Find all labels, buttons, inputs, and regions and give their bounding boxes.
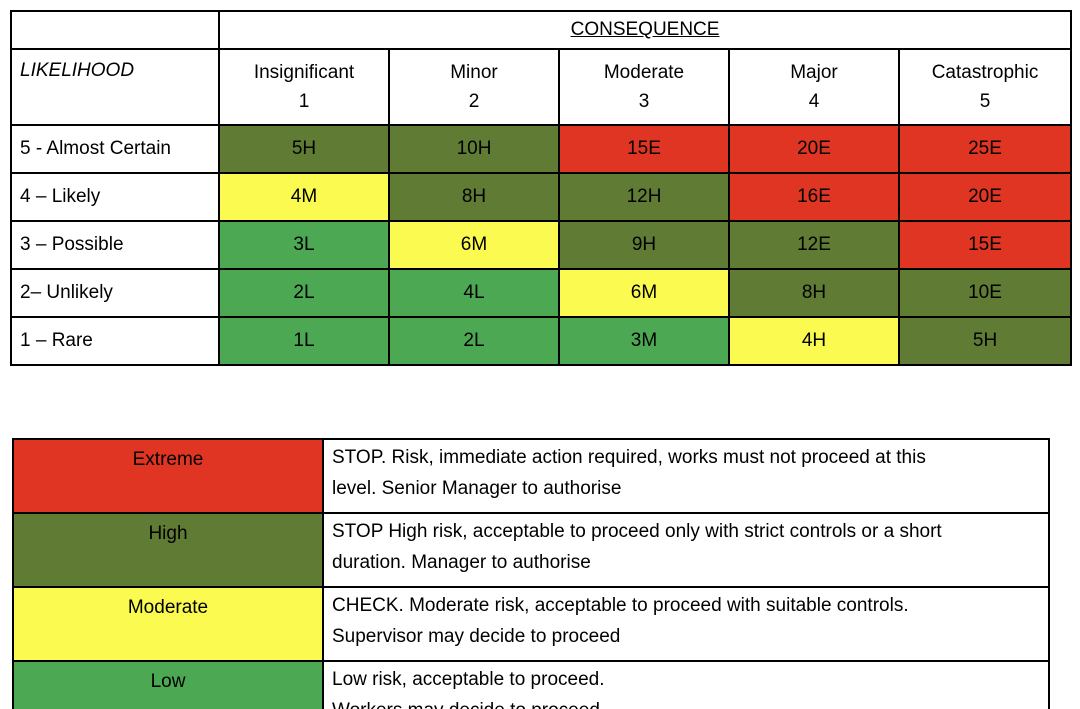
matrix-cell: 16E <box>728 172 900 222</box>
matrix-cell: 3M <box>558 316 730 366</box>
matrix-cell: 4H <box>728 316 900 366</box>
matrix-cell: 1L <box>218 316 390 366</box>
legend-description: Low risk, acceptable to proceed. Workers… <box>322 660 1050 709</box>
matrix-cell: 25E <box>897 124 1073 174</box>
legend-description: STOP. Risk, immediate action required, w… <box>322 438 1050 514</box>
legend-description-line: CHECK. Moderate risk, acceptable to proc… <box>332 595 909 616</box>
column-label: Moderate <box>603 62 685 83</box>
matrix-row-rare: 1 – Rare 1L 2L 3M 4H 5H <box>10 316 1073 366</box>
consequence-column-header-2: Minor 2 <box>388 48 560 126</box>
matrix-row-likely: 4 – Likely 4M 8H 12H 16E 20E <box>10 172 1073 222</box>
legend-description: CHECK. Moderate risk, acceptable to proc… <box>322 586 1050 662</box>
legend-description-line: STOP High risk, acceptable to proceed on… <box>332 521 942 542</box>
column-number: 1 <box>298 91 310 112</box>
matrix-cell: 6M <box>558 268 730 318</box>
legend-description-line: Workers may decide to proceed <box>332 695 1040 709</box>
consequence-header: CONSEQUENCE <box>217 10 1073 50</box>
legend-description: STOP High risk, acceptable to proceed on… <box>322 512 1050 588</box>
legend-description-line: Low risk, acceptable to proceed. <box>332 669 605 690</box>
matrix-cell: 12E <box>728 220 900 270</box>
matrix-cell: 4M <box>218 172 390 222</box>
consequence-column-header-3: Moderate 3 <box>558 48 730 126</box>
matrix-cell: 15E <box>897 220 1073 270</box>
column-number: 4 <box>808 91 820 112</box>
legend-color-label: High <box>12 512 324 588</box>
legend-color-label: Moderate <box>12 586 324 662</box>
matrix-cell: 9H <box>558 220 730 270</box>
consequence-column-header-4: Major 4 <box>728 48 900 126</box>
column-label: Major <box>790 62 838 83</box>
legend-row-high: High STOP High risk, acceptable to proce… <box>12 512 1050 588</box>
risk-legend-table: Extreme STOP. Risk, immediate action req… <box>12 438 1050 709</box>
matrix-cell: 10H <box>388 124 560 174</box>
empty-corner-cell <box>10 10 220 50</box>
matrix-cell: 10E <box>897 268 1073 318</box>
consequence-column-header-1: Insignificant 1 <box>218 48 390 126</box>
consequence-column-header-5: Catastrophic 5 <box>897 48 1073 126</box>
matrix-cell: 4L <box>388 268 560 318</box>
legend-description-line: duration. Manager to authorise <box>332 552 591 573</box>
likelihood-row-label: 2– Unlikely <box>10 268 220 318</box>
matrix-cell: 2L <box>218 268 390 318</box>
legend-description-line: STOP. Risk, immediate action required, w… <box>332 447 926 468</box>
matrix-cell: 15E <box>558 124 730 174</box>
matrix-row-almost-certain: 5 - Almost Certain 5H 10H 15E 20E 25E <box>10 124 1073 174</box>
column-label: Catastrophic <box>931 62 1039 83</box>
matrix-cell: 20E <box>897 172 1073 222</box>
matrix-cell: 3L <box>218 220 390 270</box>
likelihood-row-label: 3 – Possible <box>10 220 220 270</box>
matrix-cell: 2L <box>388 316 560 366</box>
matrix-cell: 12H <box>558 172 730 222</box>
legend-row-moderate: Moderate CHECK. Moderate risk, acceptabl… <box>12 586 1050 662</box>
legend-color-label: Low <box>12 660 324 709</box>
likelihood-row-label: 1 – Rare <box>10 316 220 366</box>
likelihood-row-label: 5 - Almost Certain <box>10 124 220 174</box>
legend-row-extreme: Extreme STOP. Risk, immediate action req… <box>12 438 1050 514</box>
column-number: 5 <box>979 91 991 112</box>
risk-matrix-table: CONSEQUENCE LIKELIHOOD Insignificant 1 M… <box>10 10 1073 366</box>
likelihood-row-label: 4 – Likely <box>10 172 220 222</box>
matrix-cell: 5H <box>897 316 1073 366</box>
matrix-cell: 8H <box>728 268 900 318</box>
matrix-row-possible: 3 – Possible 3L 6M 9H 12E 15E <box>10 220 1073 270</box>
legend-description-line: Supervisor may decide to proceed <box>332 626 621 647</box>
consequence-header-text: CONSEQUENCE <box>570 19 720 40</box>
column-number: 3 <box>638 91 650 112</box>
legend-description-line: level. Senior Manager to authorise <box>332 478 622 499</box>
column-number: 2 <box>468 91 480 112</box>
matrix-cell: 5H <box>218 124 390 174</box>
matrix-cell: 8H <box>388 172 560 222</box>
matrix-row-unlikely: 2– Unlikely 2L 4L 6M 8H 10E <box>10 268 1073 318</box>
matrix-cell: 6M <box>388 220 560 270</box>
legend-row-low: Low Low risk, acceptable to proceed. Wor… <box>12 660 1050 709</box>
column-label: Insignificant <box>253 62 355 83</box>
likelihood-header: LIKELIHOOD <box>10 48 220 126</box>
legend-color-label: Extreme <box>12 438 324 514</box>
matrix-cell: 20E <box>728 124 900 174</box>
column-label: Minor <box>450 62 498 83</box>
